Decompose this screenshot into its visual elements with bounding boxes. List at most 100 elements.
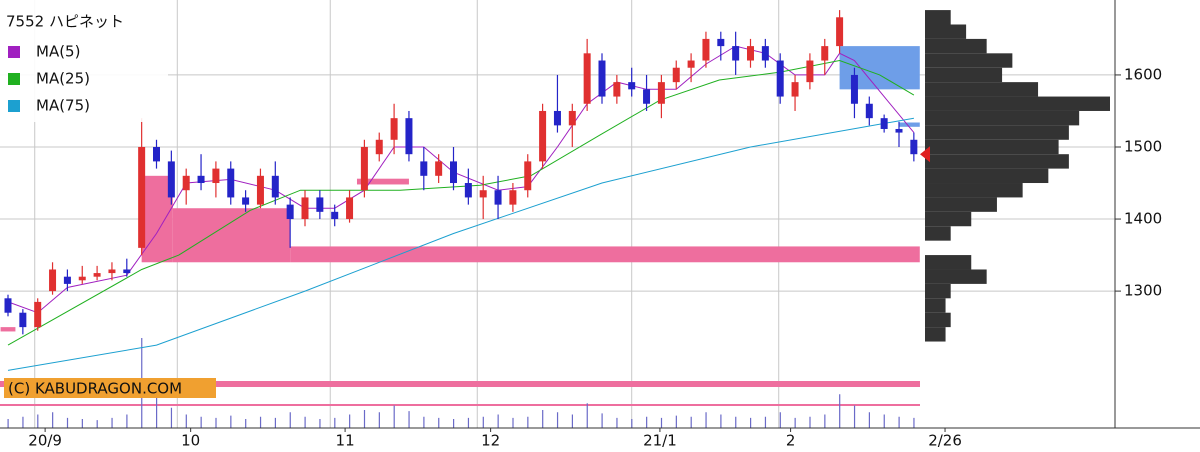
x-tick-label: 2	[786, 432, 796, 450]
candle-body	[390, 118, 398, 140]
profile-bar	[925, 53, 1013, 68]
candle-body	[4, 298, 12, 313]
volume-bar	[304, 416, 306, 428]
profile-bar	[925, 154, 1069, 169]
candle-body	[702, 38, 710, 61]
zone	[290, 246, 920, 263]
profile-bar	[925, 82, 1039, 97]
candle-body	[405, 118, 413, 155]
candle-body	[628, 82, 636, 90]
volume-bar	[898, 416, 900, 428]
y-tick-label: 1400	[1124, 210, 1162, 228]
candle-body	[598, 60, 606, 97]
zone	[172, 208, 291, 263]
volume-bar	[408, 411, 410, 428]
volume-bar	[200, 416, 202, 428]
zones	[0, 46, 920, 332]
candle-body	[761, 46, 769, 61]
candle-body	[123, 269, 131, 274]
candle-body	[197, 175, 205, 184]
y-tick-label: 1300	[1124, 282, 1162, 300]
zone	[899, 122, 920, 127]
candle-body	[821, 46, 829, 61]
ma-line	[7, 117, 914, 371]
volume-bar	[690, 416, 692, 428]
legend-label: MA(25)	[36, 70, 90, 88]
candle-body	[850, 74, 858, 104]
candle-body	[613, 82, 621, 97]
x-tick-label: 10	[181, 432, 200, 450]
candle-body	[360, 146, 368, 191]
profile-bar	[925, 312, 951, 328]
candle-body	[539, 110, 547, 162]
candle-body	[806, 60, 814, 83]
candle-body	[63, 276, 71, 284]
candle-body	[49, 269, 57, 292]
candle-body	[346, 197, 354, 220]
volume-bar	[512, 417, 514, 428]
candle-body	[747, 46, 754, 61]
band-line	[0, 404, 920, 406]
candle-body	[494, 190, 502, 205]
candle-body	[836, 17, 844, 47]
candle-body	[153, 146, 160, 162]
volume-bar	[735, 416, 737, 428]
last-price-marker	[920, 146, 930, 163]
candle-body	[509, 190, 517, 205]
volume-bar	[675, 415, 677, 428]
volume-bar	[393, 405, 395, 428]
candle-body	[479, 190, 487, 198]
volume-bar	[527, 416, 529, 428]
y-tick-label: 1600	[1124, 65, 1162, 83]
legend-label: MA(75)	[36, 97, 90, 115]
volume-bar	[289, 412, 291, 428]
legend-swatch	[8, 46, 20, 58]
candle-body	[331, 211, 339, 220]
volume-bar	[913, 417, 915, 428]
candle-body	[464, 183, 472, 198]
volume-profile	[925, 10, 1110, 342]
legend-swatch	[8, 73, 20, 85]
volume-bar	[571, 414, 573, 428]
volume-bar	[185, 414, 187, 428]
volume-bar	[259, 416, 262, 428]
volume	[7, 338, 915, 428]
legend-label: MA(5)	[36, 43, 80, 61]
volume-bar	[378, 412, 380, 428]
candle-body	[271, 175, 279, 198]
profile-bar	[925, 226, 951, 241]
volume-bar	[453, 419, 455, 428]
profile-bar	[925, 197, 997, 212]
volume-bar	[111, 417, 113, 428]
volume-bar	[81, 419, 83, 428]
volume-bar	[824, 414, 826, 428]
volume-bar	[601, 413, 603, 428]
profile-bar	[925, 139, 1059, 155]
volume-bar	[319, 419, 321, 428]
chart-title: 7552 ハピネット	[6, 13, 124, 31]
candle-body	[732, 46, 740, 61]
y-tick-label: 1500	[1124, 137, 1162, 155]
copyright-box	[4, 378, 216, 398]
volume-bar	[349, 414, 351, 428]
profile-bar	[925, 168, 1049, 184]
candle-body	[865, 103, 873, 119]
legend: MA(5) MA(25) MA(75)	[8, 43, 90, 115]
volume-bar	[215, 417, 217, 428]
profile-bar	[925, 38, 987, 54]
candle-body	[93, 273, 101, 277]
candle-body	[568, 110, 576, 126]
volume-bar	[839, 394, 841, 428]
candle-body	[34, 301, 42, 328]
band-line	[0, 381, 920, 387]
candle-body	[553, 110, 561, 126]
volume-bar	[274, 417, 276, 428]
volume-bar	[809, 416, 811, 428]
volume-bar	[764, 416, 767, 428]
x-tick-label: 20/9	[28, 432, 62, 450]
volume-bar	[779, 412, 781, 428]
candle-body	[316, 197, 324, 212]
zone	[356, 178, 409, 185]
volume-bar	[646, 416, 648, 428]
volume-bar	[556, 412, 559, 428]
